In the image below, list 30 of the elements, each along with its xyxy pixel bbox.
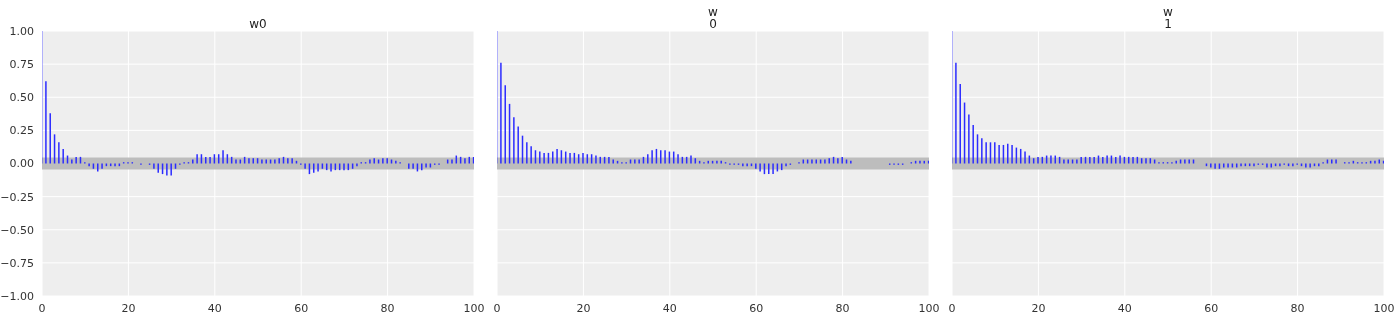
chart-title: w 1 (1163, 5, 1173, 31)
x-tick-label: 80 (835, 301, 850, 315)
chart-title: w 0 (708, 5, 718, 31)
x-tick-label: 100 (1373, 301, 1395, 315)
y-tick-label: 1.00 (9, 24, 34, 38)
y-tick-label: −0.75 (0, 256, 34, 270)
chart-title: w0 (249, 17, 267, 31)
y-tick-label: −0.25 (0, 190, 34, 204)
x-tick-label: 60 (1204, 301, 1219, 315)
y-tick-label: 0.25 (9, 124, 34, 138)
y-tick-label: 0.00 (9, 157, 34, 171)
x-tick-label: 20 (576, 301, 591, 315)
y-tick-label: −1.00 (0, 289, 34, 303)
y-tick-label: −0.50 (0, 223, 34, 237)
x-tick-label: 0 (493, 301, 501, 315)
x-tick-label: 40 (1117, 301, 1132, 315)
x-tick-label: 60 (749, 301, 764, 315)
x-tick-label: 40 (207, 301, 222, 315)
x-tick-label: 40 (662, 301, 677, 315)
y-tick-label: 0.50 (9, 91, 34, 105)
x-tick-label: 20 (121, 301, 136, 315)
x-tick-label: 60 (294, 301, 309, 315)
x-tick-label: 0 (948, 301, 956, 315)
x-tick-label: 80 (380, 301, 395, 315)
x-tick-label: 80 (1290, 301, 1305, 315)
x-tick-label: 100 (463, 301, 485, 315)
y-tick-label: 0.75 (9, 58, 34, 72)
x-tick-label: 0 (38, 301, 46, 315)
x-tick-label: 20 (1031, 301, 1046, 315)
x-tick-label: 100 (918, 301, 940, 315)
